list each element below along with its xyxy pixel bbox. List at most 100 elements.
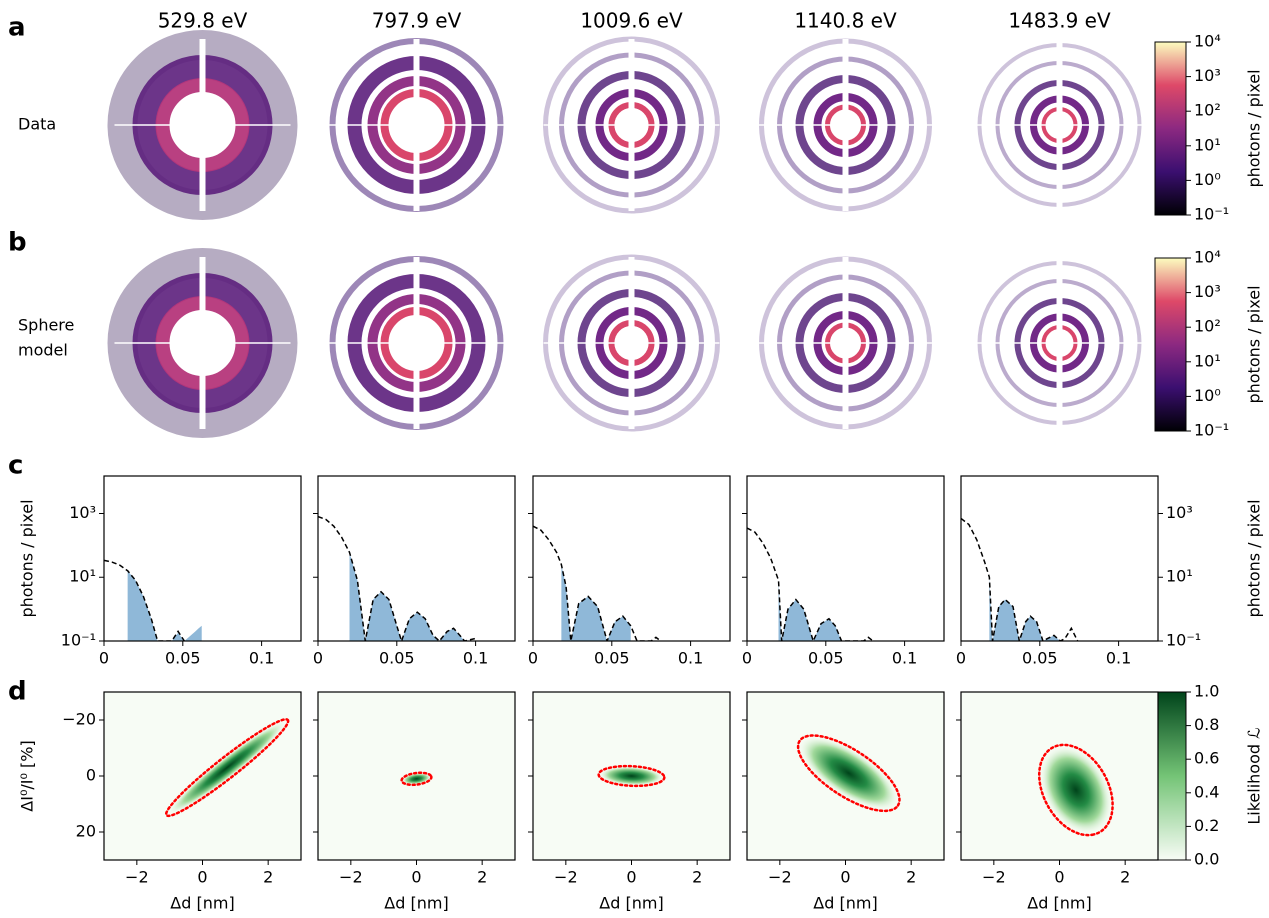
data-area xyxy=(127,570,202,641)
diffraction-image xyxy=(543,36,720,214)
diffraction-image xyxy=(543,254,720,432)
x-tick-label: 0.1 xyxy=(678,649,703,668)
x-tick-label: 0.1 xyxy=(892,649,917,668)
diffraction-image xyxy=(757,38,934,212)
x-tick-label: −2 xyxy=(339,868,363,887)
y-tick-label: 20 xyxy=(76,822,96,841)
diffraction-image xyxy=(328,256,505,430)
energy-title: 529.8 eV xyxy=(158,9,248,33)
likelihood-density xyxy=(798,735,900,811)
colorbar xyxy=(1154,691,1187,861)
y-tick-label: −20 xyxy=(62,710,96,729)
x-tick-label: 0.1 xyxy=(1106,649,1131,668)
x-tick-label: −2 xyxy=(768,868,792,887)
y-tick-label: 10¹ xyxy=(69,567,96,586)
x-tick-label: 0 xyxy=(313,649,323,668)
model-line xyxy=(961,517,1079,641)
x-tick-label: 0 xyxy=(99,649,109,668)
colorbar-tick-label: 1.0 xyxy=(1194,682,1219,701)
row-label: model xyxy=(18,341,68,360)
x-tick-label: 2 xyxy=(263,868,273,887)
x-tick-label: −2 xyxy=(125,868,149,887)
model-line xyxy=(318,515,476,641)
axes-frame xyxy=(317,475,516,642)
colorbar-tick-label: 10⁴ xyxy=(1194,248,1221,267)
panel-label: c xyxy=(8,451,23,481)
likelihood-density xyxy=(598,766,665,786)
diffraction-image xyxy=(757,256,934,430)
x-tick-label: 0 xyxy=(197,868,207,887)
x-tick-label: 0.05 xyxy=(379,649,415,668)
x-tick-label: 0 xyxy=(742,649,752,668)
colorbar-tick-label: 10³ xyxy=(1194,66,1221,85)
y-tick-label: 10³ xyxy=(1166,503,1193,522)
x-tick-label: 2 xyxy=(1120,868,1130,887)
colorbar-tick-label: 0.0 xyxy=(1194,850,1219,869)
x-tick-label: 0.05 xyxy=(1022,649,1058,668)
y-axis-label: photons / pixel xyxy=(1245,499,1264,617)
colorbar-tick-label: 0.8 xyxy=(1194,715,1219,734)
colorbar-tick-label: 10⁰ xyxy=(1194,170,1221,189)
x-axis-label: Δd [nm] xyxy=(1027,894,1091,913)
data-area xyxy=(561,564,631,641)
y-axis-label: photons / pixel xyxy=(18,499,37,617)
colorbar-tick-label: 10⁴ xyxy=(1194,32,1221,51)
confidence-contour xyxy=(1037,743,1114,837)
diffraction-image xyxy=(328,38,505,212)
colorbar-tick-label: 10⁻¹ xyxy=(1194,205,1229,224)
x-axis-label: Δd [nm] xyxy=(813,894,877,913)
confidence-contour xyxy=(796,734,901,813)
colorbar-label: photons / pixel xyxy=(1245,285,1264,403)
diffraction-image xyxy=(971,257,1148,429)
diffraction-image xyxy=(107,30,298,220)
colorbar-tick-label: 10³ xyxy=(1194,282,1221,301)
x-tick-label: 0 xyxy=(411,868,421,887)
colorbar-tick-label: 10¹ xyxy=(1194,135,1221,154)
axes-frame xyxy=(960,475,1159,642)
colorbar-tick-label: 0.4 xyxy=(1194,782,1219,801)
y-tick-label: 0 xyxy=(86,766,96,785)
x-axis-label: Δd [nm] xyxy=(384,894,448,913)
colorbar-tick-label: 10⁻¹ xyxy=(1194,421,1229,440)
axes-frame xyxy=(532,475,731,642)
panel-label: d xyxy=(8,677,27,707)
x-tick-label: 0.05 xyxy=(808,649,844,668)
x-tick-label: 0 xyxy=(626,868,636,887)
energy-title: 1140.8 eV xyxy=(794,9,897,33)
x-tick-label: 0.05 xyxy=(165,649,201,668)
energy-title: 797.9 eV xyxy=(372,9,462,33)
x-axis-label: Δd [nm] xyxy=(170,894,234,913)
diffraction-image xyxy=(971,39,1148,211)
confidence-contour xyxy=(597,764,666,788)
x-tick-label: 2 xyxy=(692,868,702,887)
x-tick-label: 2 xyxy=(477,868,487,887)
colorbar-tick-label: 10⁰ xyxy=(1194,386,1221,405)
colorbar-tick-label: 0.2 xyxy=(1194,816,1219,835)
x-tick-label: 0.1 xyxy=(463,649,488,668)
colorbar xyxy=(1154,257,1187,432)
colorbar-label: photons / pixel xyxy=(1245,69,1264,187)
x-tick-label: 0.05 xyxy=(594,649,630,668)
row-label: Sphere xyxy=(18,316,74,335)
y-tick-label: 10⁻¹ xyxy=(61,631,96,650)
data-area xyxy=(349,552,465,641)
x-tick-label: 0 xyxy=(956,649,966,668)
colorbar-tick-label: 10² xyxy=(1194,101,1221,120)
x-tick-label: 0.1 xyxy=(249,649,274,668)
x-tick-label: 0 xyxy=(528,649,538,668)
model-line xyxy=(104,559,186,641)
likelihood-density xyxy=(166,719,289,816)
data-area xyxy=(778,580,842,641)
panel-label: b xyxy=(8,228,27,258)
y-tick-label: 10³ xyxy=(69,503,96,522)
panel-label: a xyxy=(8,13,26,43)
axes-frame xyxy=(746,475,945,642)
x-tick-label: 2 xyxy=(906,868,916,887)
likelihood-density xyxy=(1039,744,1113,836)
x-tick-label: −2 xyxy=(982,868,1006,887)
colorbar-tick-label: 10² xyxy=(1194,317,1221,336)
energy-title: 1009.6 eV xyxy=(580,9,683,33)
x-tick-label: 0 xyxy=(840,868,850,887)
axes-frame xyxy=(103,475,302,642)
